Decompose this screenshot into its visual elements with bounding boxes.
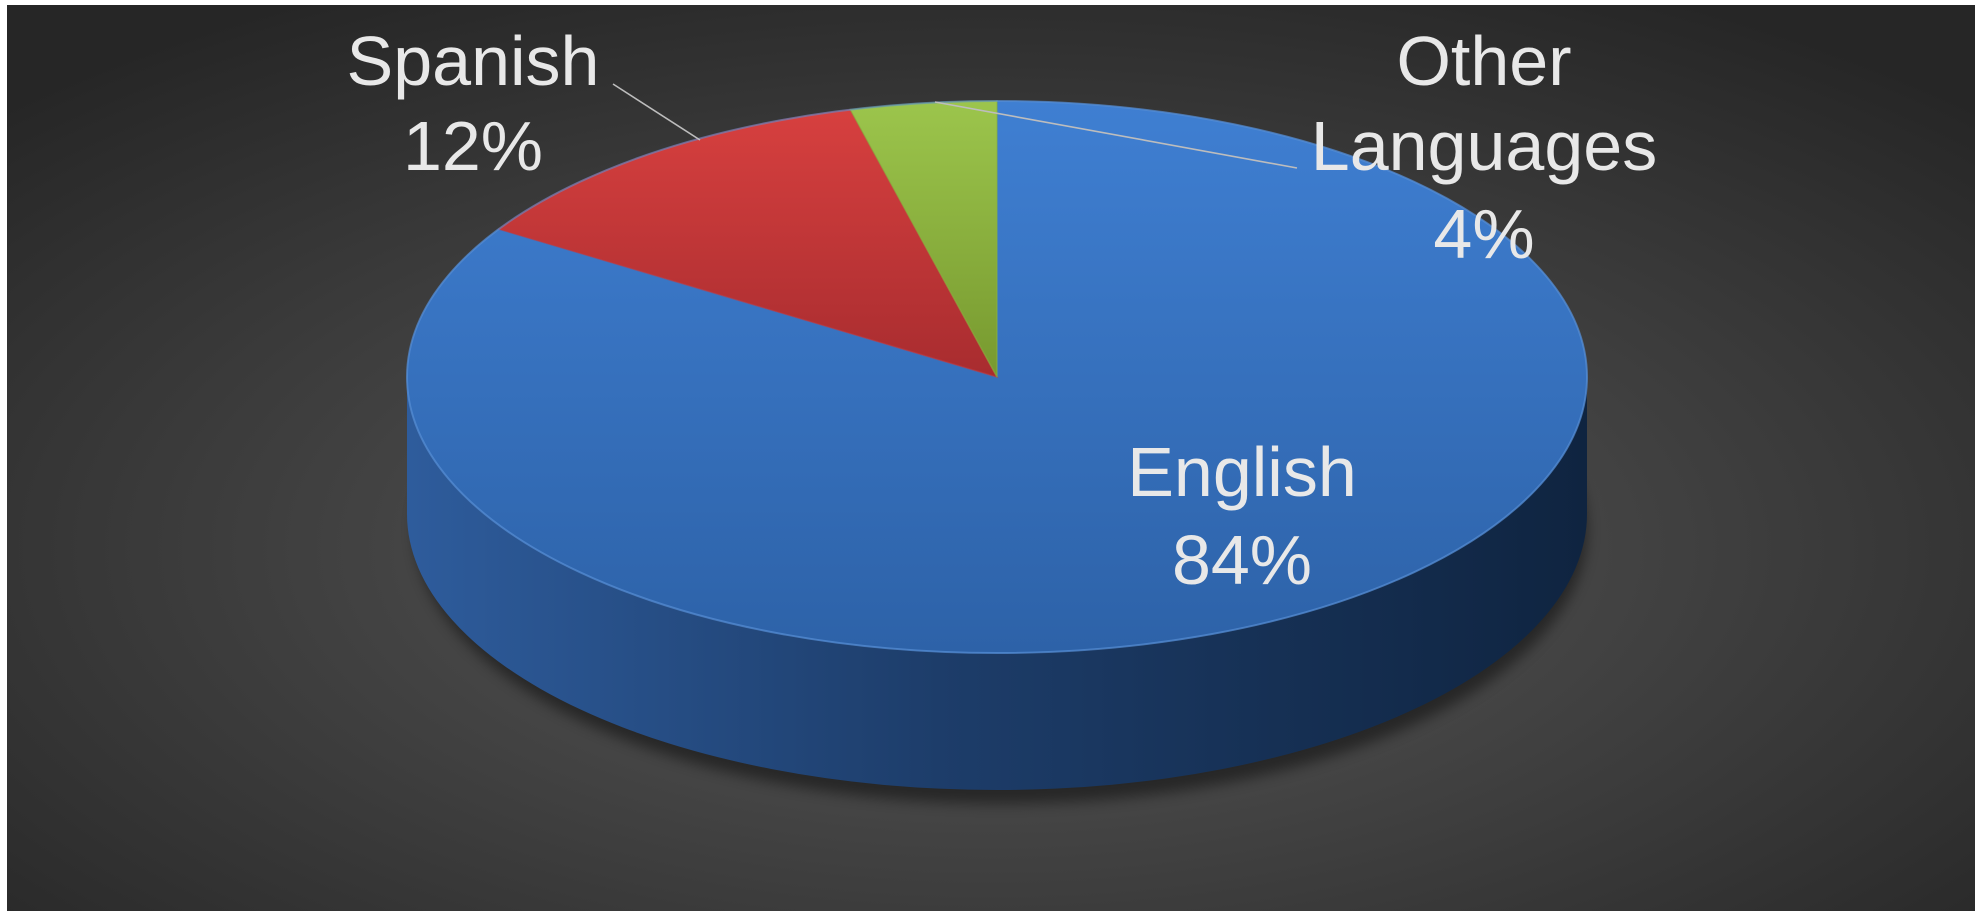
slice-label-other-languages-line-1: Other bbox=[1396, 22, 1571, 100]
slice-value-spanish: 12% bbox=[403, 107, 543, 185]
slice-label-other-languages-line-2: Languages bbox=[1311, 107, 1657, 185]
pie-top-rim bbox=[406, 100, 1588, 654]
slice-label-spanish: Spanish bbox=[347, 22, 600, 100]
slice-label-english: English bbox=[1127, 433, 1357, 511]
slice-value-other-languages: 4% bbox=[1433, 195, 1534, 273]
leader-line-spanish bbox=[612, 83, 701, 141]
pie-side-wall bbox=[407, 377, 1587, 790]
slice-value-english: 84% bbox=[1172, 521, 1312, 599]
leader-line-other-languages bbox=[934, 101, 1298, 169]
